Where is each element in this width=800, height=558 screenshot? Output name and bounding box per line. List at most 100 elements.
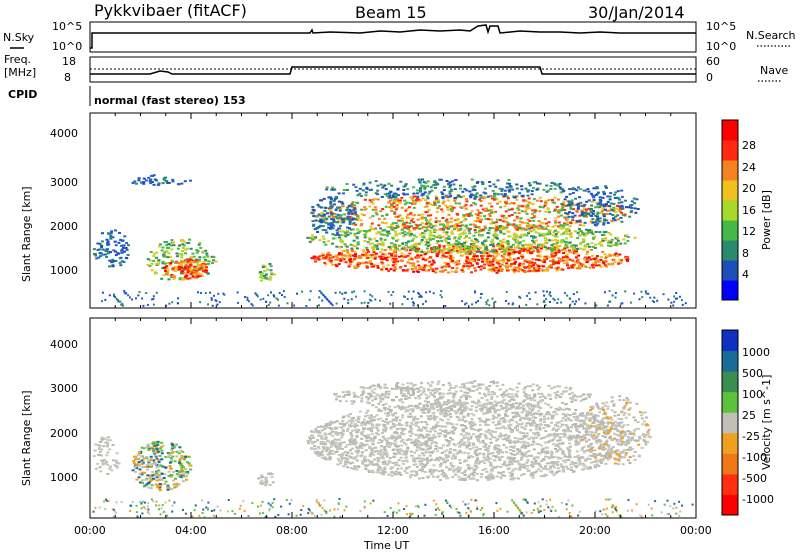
- velocity-return: [353, 465, 356, 467]
- power-return: [371, 295, 373, 297]
- power-return: [539, 225, 542, 227]
- power-return: [518, 192, 521, 194]
- power-return: [453, 207, 456, 209]
- power-return: [576, 237, 579, 239]
- power-return: [470, 215, 473, 217]
- power-return: [351, 213, 354, 215]
- power-return: [459, 248, 462, 250]
- power-return: [108, 265, 111, 267]
- power-return: [470, 252, 473, 254]
- power-return: [349, 260, 352, 262]
- power-return: [465, 198, 468, 200]
- power-return: [346, 251, 349, 253]
- velocity-return: [559, 426, 562, 428]
- power-return: [433, 180, 436, 182]
- power-return: [588, 246, 591, 248]
- power-return: [568, 249, 571, 251]
- power-return: [465, 208, 468, 210]
- power-return: [352, 184, 355, 186]
- power-return: [584, 244, 587, 246]
- power-return: [353, 240, 356, 242]
- power-return: [318, 206, 321, 208]
- velocity-return: [441, 419, 444, 421]
- power-return: [411, 268, 414, 270]
- power-return: [443, 186, 446, 188]
- power-return: [434, 187, 437, 189]
- power-return: [337, 207, 340, 209]
- power-return: [463, 205, 466, 207]
- power-return: [273, 273, 276, 275]
- power-return: [170, 248, 173, 250]
- power-return: [420, 269, 423, 271]
- velocity-return: [382, 436, 385, 438]
- power-return: [516, 188, 519, 190]
- power-return: [430, 186, 433, 188]
- power-return: [592, 267, 595, 269]
- power-return: [267, 294, 269, 296]
- power-return: [321, 300, 323, 302]
- power-return: [179, 264, 182, 266]
- velocity-return: [372, 440, 375, 442]
- power-return: [187, 270, 190, 272]
- power-return: [374, 258, 377, 260]
- power-return: [343, 217, 346, 219]
- velocity-return: [544, 430, 547, 432]
- power-return: [544, 218, 547, 220]
- velocity-return: [494, 467, 497, 469]
- power-return: [527, 232, 530, 234]
- power-return: [401, 232, 404, 234]
- power-return: [343, 298, 345, 300]
- power-return: [554, 225, 557, 227]
- power-return: [504, 205, 507, 207]
- velocity-return: [337, 458, 340, 460]
- power-return: [529, 298, 531, 300]
- velocity-return: [348, 443, 351, 445]
- power-return: [550, 244, 553, 246]
- velocity-return: [527, 405, 530, 407]
- power-return: [596, 187, 599, 189]
- power-return: [256, 294, 258, 296]
- power-return: [322, 225, 325, 227]
- power-return: [400, 197, 403, 199]
- power-return: [546, 225, 549, 227]
- power-return: [502, 257, 505, 259]
- power-return: [435, 221, 438, 223]
- power-return: [627, 206, 630, 208]
- power-return: [420, 251, 423, 253]
- power-return: [626, 258, 629, 260]
- power-return: [346, 227, 349, 229]
- velocity-return: [364, 415, 367, 417]
- power-return: [538, 235, 541, 237]
- velocity-return: [437, 447, 440, 449]
- power-return: [521, 258, 524, 260]
- power-return: [532, 229, 535, 231]
- power-return: [448, 193, 451, 195]
- power-return: [620, 201, 623, 203]
- power-return: [418, 214, 421, 216]
- power-return: [495, 229, 498, 231]
- power-return: [189, 277, 192, 279]
- power-return: [317, 257, 320, 259]
- power-return: [305, 305, 307, 307]
- power-return: [546, 291, 548, 293]
- power-return: [351, 298, 353, 300]
- power-return: [375, 233, 378, 235]
- velocity-return: [553, 474, 556, 476]
- power-return: [138, 177, 141, 179]
- noise-left-tick-bottom: 10^0: [52, 40, 82, 53]
- power-return: [392, 222, 395, 224]
- power-return: [566, 233, 569, 235]
- power-return: [396, 204, 399, 206]
- power-return: [467, 268, 470, 270]
- power-return: [429, 230, 432, 232]
- velocity-return: [482, 413, 485, 415]
- power-return: [207, 263, 210, 265]
- power-return: [178, 183, 181, 185]
- power-return: [536, 189, 539, 191]
- power-return: [560, 233, 563, 235]
- power-return: [614, 219, 617, 221]
- velocity-return: [462, 416, 465, 418]
- power-return: [202, 270, 205, 272]
- power-return: [610, 203, 613, 205]
- velocity-return: [511, 463, 514, 465]
